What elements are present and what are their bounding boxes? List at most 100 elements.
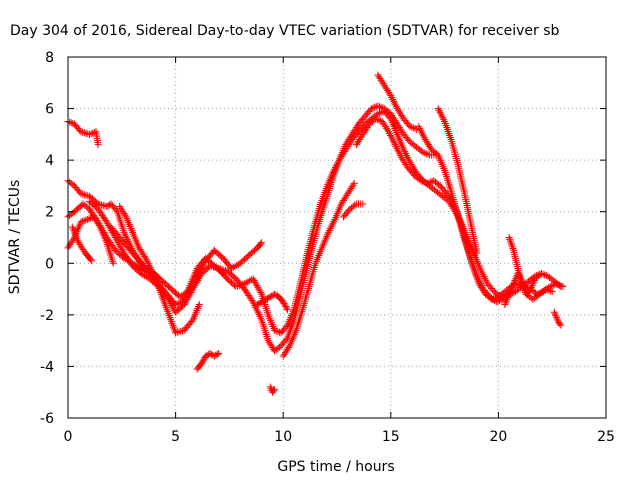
- data-point: [545, 286, 553, 294]
- data-point: [512, 275, 520, 283]
- data-point: [505, 290, 513, 298]
- data-point: [345, 207, 353, 215]
- data-point: [530, 278, 538, 286]
- data-point: [208, 262, 216, 270]
- data-point: [349, 181, 357, 189]
- data-point: [80, 191, 88, 199]
- data-point: [218, 265, 226, 273]
- data-point: [351, 201, 359, 209]
- data-point: [222, 267, 230, 275]
- data-point: [271, 386, 279, 394]
- x-tick-label: 25: [597, 429, 615, 445]
- data-point: [409, 170, 417, 178]
- data-point: [527, 285, 535, 293]
- data-point: [285, 344, 293, 352]
- data-point: [506, 289, 514, 297]
- data-point: [200, 355, 208, 363]
- data-point: [539, 270, 547, 278]
- data-point: [253, 301, 261, 309]
- data-point: [253, 305, 261, 313]
- data-point: [548, 282, 556, 290]
- data-point: [529, 280, 537, 288]
- data-point: [216, 265, 224, 273]
- data-point: [422, 150, 430, 158]
- data-point: [421, 149, 429, 157]
- data-point: [89, 129, 97, 137]
- data-point: [261, 296, 269, 304]
- data-point: [508, 241, 516, 249]
- data-point: [272, 291, 280, 299]
- data-point: [263, 295, 271, 303]
- data-point: [77, 190, 85, 198]
- data-point: [551, 310, 559, 318]
- data-point: [405, 137, 413, 145]
- data-point: [271, 290, 279, 298]
- data-point: [502, 297, 510, 305]
- x-tick-label: 10: [274, 429, 292, 445]
- data-point: [527, 283, 535, 291]
- data-point: [206, 262, 214, 270]
- data-point: [275, 343, 283, 351]
- data-point: [175, 328, 183, 336]
- data-point: [88, 257, 96, 265]
- data-point: [259, 297, 267, 305]
- grid-lines: [68, 57, 606, 418]
- data-point: [77, 218, 85, 226]
- data-point: [253, 307, 261, 315]
- data-point: [98, 201, 106, 209]
- data-point: [371, 103, 379, 111]
- data-point: [282, 336, 290, 344]
- data-point: [123, 234, 131, 242]
- data-point: [515, 271, 523, 279]
- data-point: [266, 293, 274, 301]
- data-point: [82, 216, 90, 224]
- data-point: [85, 215, 93, 223]
- data-point: [210, 352, 218, 360]
- data-point: [123, 236, 131, 244]
- y-tick-label: 8: [45, 50, 54, 66]
- data-point: [506, 235, 514, 243]
- data-point: [514, 270, 522, 278]
- data-point: [153, 273, 161, 281]
- data-point: [211, 263, 219, 271]
- data-point: [492, 298, 500, 306]
- data-point: [232, 282, 240, 290]
- data-point: [272, 327, 280, 335]
- data-point: [508, 243, 516, 251]
- data-point: [557, 321, 565, 329]
- data-point: [122, 232, 130, 240]
- data-point: [95, 221, 103, 229]
- data-point: [120, 228, 128, 236]
- data-point: [504, 292, 512, 300]
- data-point: [350, 179, 358, 187]
- data-point: [554, 317, 562, 325]
- data-point: [173, 328, 181, 336]
- data-point: [79, 217, 87, 225]
- data-point: [503, 295, 511, 303]
- data-point: [537, 270, 545, 278]
- data-point: [376, 109, 384, 117]
- data-point: [258, 239, 266, 247]
- data-point: [66, 118, 74, 126]
- data-point: [502, 299, 510, 307]
- data-point: [121, 211, 129, 219]
- data-point: [541, 271, 549, 279]
- data-point: [256, 312, 264, 320]
- data-point: [555, 281, 563, 289]
- x-tick-labels: 0 5 10 15 20 25: [64, 429, 615, 445]
- data-point: [420, 178, 428, 186]
- data-point: [83, 215, 91, 223]
- data-point: [266, 383, 274, 391]
- data-point: [80, 129, 88, 137]
- data-point: [376, 103, 384, 111]
- data-point: [419, 177, 427, 185]
- data-point: [212, 351, 220, 359]
- data-point: [258, 298, 266, 306]
- data-point: [80, 217, 88, 225]
- data-point: [249, 298, 257, 306]
- data-point: [424, 150, 432, 158]
- data-point: [511, 276, 519, 284]
- data-point: [528, 282, 536, 290]
- data-point: [369, 104, 377, 112]
- data-point: [254, 309, 262, 317]
